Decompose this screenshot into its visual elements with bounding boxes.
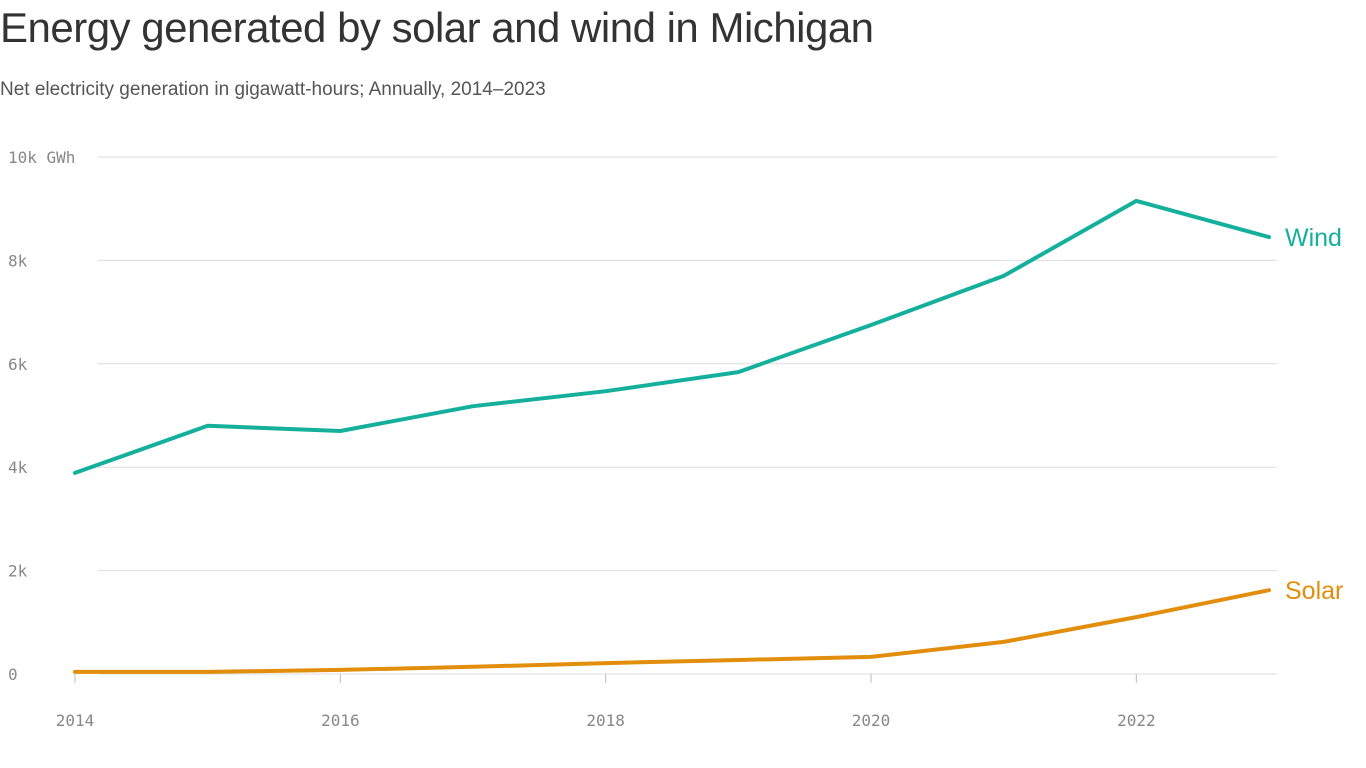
y-tick-label: 4k	[8, 458, 28, 477]
chart-subtitle: Net electricity generation in gigawatt-h…	[0, 79, 546, 100]
x-tick-label: 2018	[586, 711, 625, 730]
series-label-wind: Wind	[1285, 224, 1342, 252]
x-tick-label: 2014	[56, 711, 95, 730]
y-tick-label: 6k	[8, 355, 28, 374]
x-tick-label: 2022	[1117, 711, 1156, 730]
series-line-wind	[73, 198, 1271, 475]
series-label-solar: Solar	[1285, 577, 1343, 605]
x-tick-label: 2020	[852, 711, 891, 730]
y-tick-label: 0	[8, 665, 18, 684]
series-line-solar	[73, 588, 1271, 674]
x-tick-label: 2016	[321, 711, 360, 730]
y-tick-label: 10k GWh	[8, 148, 75, 167]
y-tick-label: 8k	[8, 251, 28, 270]
y-tick-label: 2k	[8, 562, 28, 581]
chart-title: Energy generated by solar and wind in Mi…	[0, 4, 874, 51]
